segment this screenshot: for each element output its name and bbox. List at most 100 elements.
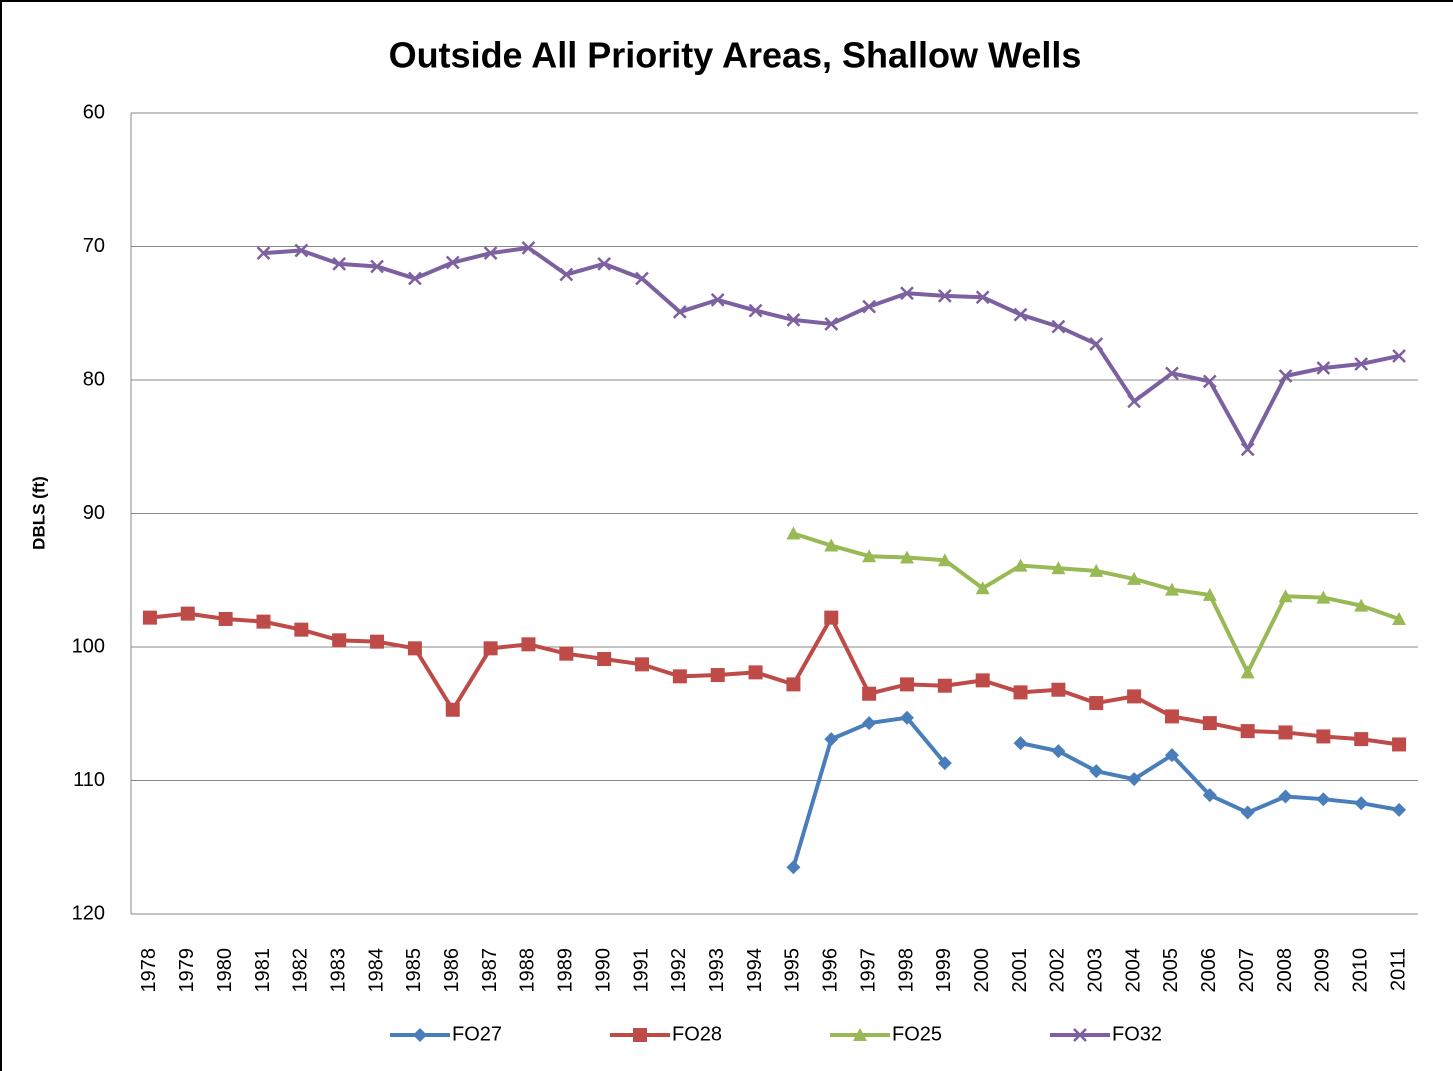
- data-point: [1278, 589, 1293, 603]
- data-point: [1089, 764, 1104, 779]
- x-tick-label: 1994: [744, 948, 766, 993]
- data-point: [824, 610, 839, 625]
- data-point: [294, 622, 309, 637]
- data-point: [370, 634, 385, 649]
- x-tick-label: 1978: [138, 948, 160, 993]
- legend-marker: [633, 1028, 647, 1042]
- data-point: [1127, 571, 1142, 585]
- data-point: [1354, 357, 1369, 371]
- data-point: [975, 673, 990, 688]
- data-point: [597, 652, 612, 667]
- data-point: [483, 641, 498, 656]
- x-tick-label: 1997: [857, 948, 879, 993]
- legend-label: FO28: [672, 1023, 722, 1045]
- x-tick-label: 2011: [1387, 948, 1409, 991]
- x-tick-label: 2005: [1160, 948, 1182, 993]
- data-point: [1316, 729, 1331, 744]
- data-point: [1051, 744, 1066, 759]
- y-tick-label: 80: [83, 368, 105, 390]
- data-point: [899, 677, 914, 692]
- data-point: [597, 256, 612, 271]
- data-point: [1316, 361, 1331, 375]
- x-tick-label: 1979: [176, 948, 198, 993]
- data-point: [1202, 587, 1217, 601]
- x-tick-label: 1981: [252, 948, 274, 993]
- legend-marker: [853, 1028, 867, 1041]
- data-point: [1240, 665, 1255, 679]
- data-point: [1240, 442, 1255, 457]
- data-point: [786, 677, 801, 692]
- data-point: [1392, 611, 1407, 625]
- data-point: [408, 271, 422, 286]
- legend-marker: [1073, 1028, 1087, 1042]
- data-point: [407, 641, 422, 656]
- data-point: [1165, 366, 1179, 381]
- data-point: [786, 860, 801, 875]
- y-axis-label: DBLS (ft): [29, 476, 48, 550]
- data-point: [824, 317, 839, 331]
- x-tick-label: 1995: [782, 948, 804, 993]
- data-point: [256, 246, 271, 261]
- data-point: [635, 271, 649, 286]
- data-point: [975, 290, 990, 305]
- data-point: [294, 243, 309, 258]
- data-point: [937, 289, 952, 303]
- data-point: [1240, 724, 1255, 739]
- data-point: [937, 756, 952, 771]
- data-point: [1051, 561, 1066, 575]
- x-tick-label: 1982: [290, 948, 312, 993]
- data-point: [521, 240, 536, 255]
- x-tick-label: 1996: [820, 948, 842, 993]
- x-tick-label: 2006: [1198, 948, 1220, 993]
- data-point: [1127, 772, 1142, 787]
- data-point: [1354, 796, 1369, 811]
- data-point: [899, 710, 914, 725]
- x-tick-label: 2010: [1350, 948, 1372, 993]
- x-tick-label: 1991: [630, 948, 652, 993]
- data-point: [1240, 805, 1255, 820]
- data-point: [672, 305, 687, 319]
- data-point: [1051, 319, 1066, 334]
- data-point: [1316, 792, 1331, 807]
- x-tick-label: 2008: [1274, 948, 1296, 993]
- data-point: [1051, 682, 1066, 697]
- data-point: [824, 538, 839, 552]
- legend-marker: [413, 1028, 427, 1042]
- data-point: [1278, 789, 1293, 804]
- x-tick-label: 2000: [971, 948, 993, 993]
- x-tick-label: 2004: [1122, 948, 1144, 993]
- data-point: [1013, 736, 1028, 751]
- y-tick-label: 110: [73, 769, 105, 791]
- data-point: [786, 313, 801, 327]
- data-point: [1316, 590, 1331, 604]
- data-point: [1013, 685, 1028, 700]
- data-point: [862, 686, 877, 701]
- x-tick-label: 1980: [214, 948, 236, 993]
- data-point: [218, 611, 233, 626]
- data-point: [748, 665, 763, 680]
- x-tick-label: 1999: [933, 948, 955, 993]
- data-point: [1127, 394, 1141, 409]
- series-line: [149, 611, 1400, 747]
- data-point: [1202, 716, 1217, 731]
- data-point: [1392, 802, 1407, 817]
- y-tick-label: 60: [83, 101, 105, 123]
- data-point: [445, 255, 460, 270]
- data-point: [332, 256, 347, 271]
- data-point: [937, 678, 952, 693]
- data-point: [1278, 369, 1293, 383]
- data-point: [1278, 725, 1293, 740]
- x-tick-label: 2007: [1236, 948, 1258, 993]
- data-point: [521, 637, 536, 652]
- x-tick-label: 1985: [403, 948, 425, 993]
- data-point: [445, 702, 460, 717]
- data-point: [1089, 563, 1104, 577]
- data-point: [748, 303, 763, 318]
- data-point: [975, 581, 990, 595]
- data-point: [256, 614, 271, 629]
- y-tick-label: 90: [83, 502, 105, 524]
- data-point: [635, 657, 650, 672]
